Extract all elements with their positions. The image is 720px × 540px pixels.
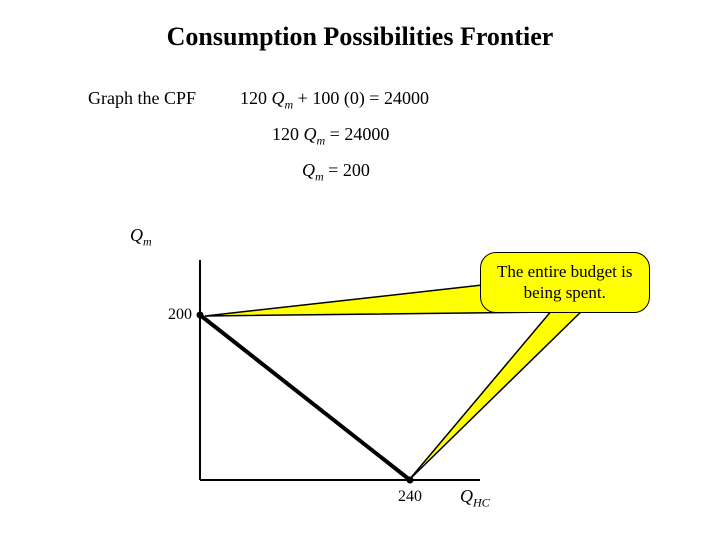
callout: The entire budget is being spent. [480, 252, 650, 313]
callout-line1: The entire budget is [497, 261, 633, 282]
callout-line2: being spent. [497, 282, 633, 303]
callout-arrow-down [409, 303, 590, 480]
y-intercept-point [197, 312, 204, 319]
cpf-line [200, 315, 410, 480]
x-intercept-point [407, 477, 414, 484]
